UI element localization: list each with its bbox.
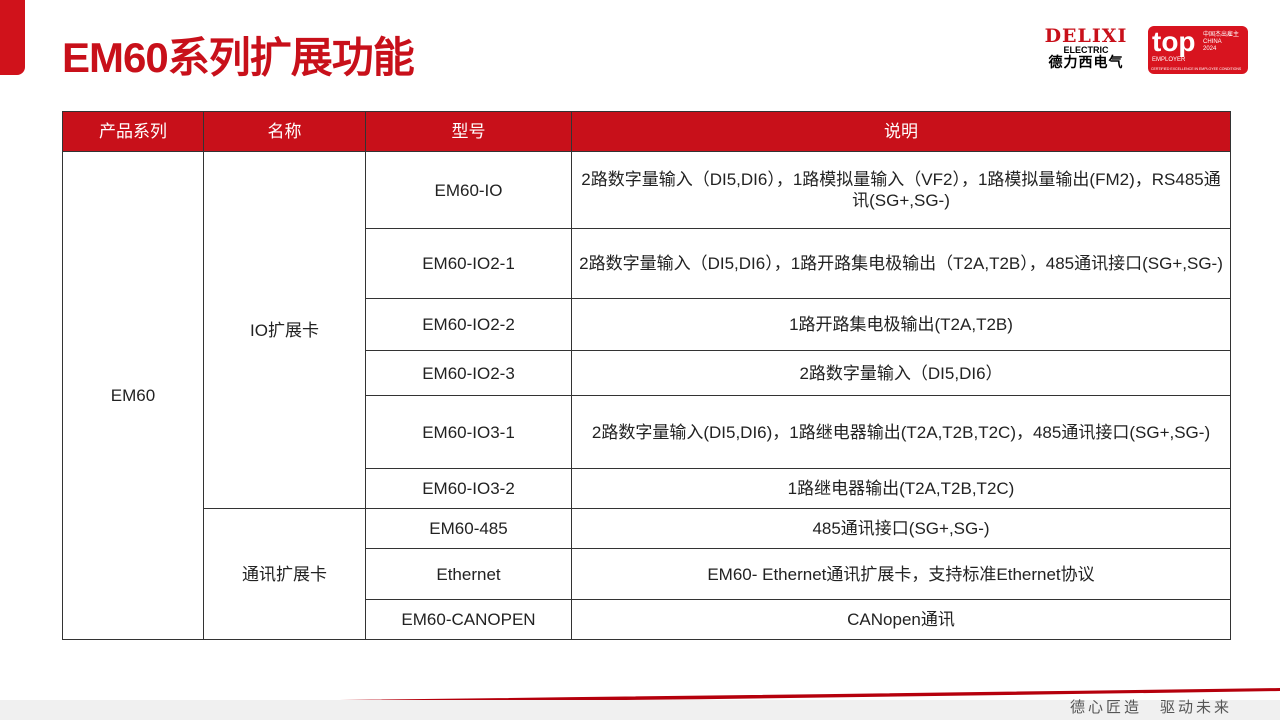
corner-tab [0,0,25,75]
model-cell: EM60-IO2-1 [365,228,572,299]
header-name: 名称 [203,111,366,152]
group-name-cell: IO扩展卡 [203,151,366,509]
desc-cell: 2路数字量输入(DI5,DI6)，1路继电器输出(T2A,T2B,T2C)，48… [571,395,1231,469]
model-cell: EM60-CANOPEN [365,599,572,640]
desc-cell: CANopen通讯 [571,599,1231,640]
table-row: EM60-IO3-1 2路数字量输入(DI5,DI6)，1路继电器输出(T2A,T… [63,395,1231,469]
header-desc: 说明 [571,111,1231,152]
group-name-cell: 通讯扩展卡 [203,508,366,640]
model-cell: EM60-IO2-2 [365,298,572,351]
desc-cell: 1路开路集电极输出(T2A,T2B) [571,298,1231,351]
model-cell: EM60-IO3-1 [365,395,572,469]
footer-band [0,700,1280,720]
table-row: Ethernet EM60- Ethernet通讯扩展卡，支持标准Ethernet… [63,548,1231,600]
table-row: EM60-IO2-2 1路开路集电极输出(T2A,T2B) [63,298,1231,351]
table-row: EM60-IO2-3 2路数字量输入（DI5,DI6） [63,350,1231,396]
desc-cell: EM60- Ethernet通讯扩展卡，支持标准Ethernet协议 [571,548,1231,600]
table-row: EM60 IO扩展卡 EM60-IO 2路数字量输入（DI5,DI6），1路模拟量输入… [62,151,1231,640]
desc-cell: 2路数字量输入（DI5,DI6），1路开路集电极输出（T2A,T2B），485通… [571,228,1231,299]
model-cell: EM60-IO2-3 [365,350,572,396]
expansion-table: 产品系列 名称 型号 说明 EM60 IO扩展卡 EM60-IO 2路数字量输入（DI… [62,111,1231,640]
desc-cell: 2路数字量输入（DI5,DI6） [571,350,1231,396]
table-row: EM60-IO3-2 1路继电器输出(T2A,T2B,T2C) [63,468,1231,509]
series-cell: EM60 [62,151,204,640]
header-model: 型号 [365,111,572,152]
table-row: 通讯扩展卡 EM60-485 485通讯接口(SG+,SG-) [63,508,1231,640]
desc-cell: 2路数字量输入（DI5,DI6），1路模拟量输入（VF2），1路模拟量输出(FM… [571,151,1231,229]
table-row: EM60-CANOPEN CANopen通讯 [63,599,1231,640]
model-cell: EM60-485 [365,508,572,549]
desc-cell: 485通讯接口(SG+,SG-) [571,508,1231,549]
delixi-logo: DELIXI ELECTRIC 德力西电气 [1044,25,1128,70]
table-header: 产品系列 名称 型号 说明 [62,111,1231,152]
desc-cell: 1路继电器输出(T2A,T2B,T2C) [571,468,1231,509]
page-title: EM60系列扩展功能 [62,34,415,81]
model-cell: EM60-IO [365,151,572,229]
model-cell: EM60-IO3-2 [365,468,572,509]
header-series: 产品系列 [62,111,204,152]
table-row: EM60-IO2-1 2路数字量输入（DI5,DI6），1路开路集电极输出（T2A… [63,228,1231,299]
top-employer-badge: top 中国杰出雇主 CHINA 2024 EMPLOYER CERTIFIED E… [1148,26,1248,74]
footer-slogan: 德心匠造 驱动未来 [1070,699,1233,716]
model-cell: Ethernet [365,548,572,600]
